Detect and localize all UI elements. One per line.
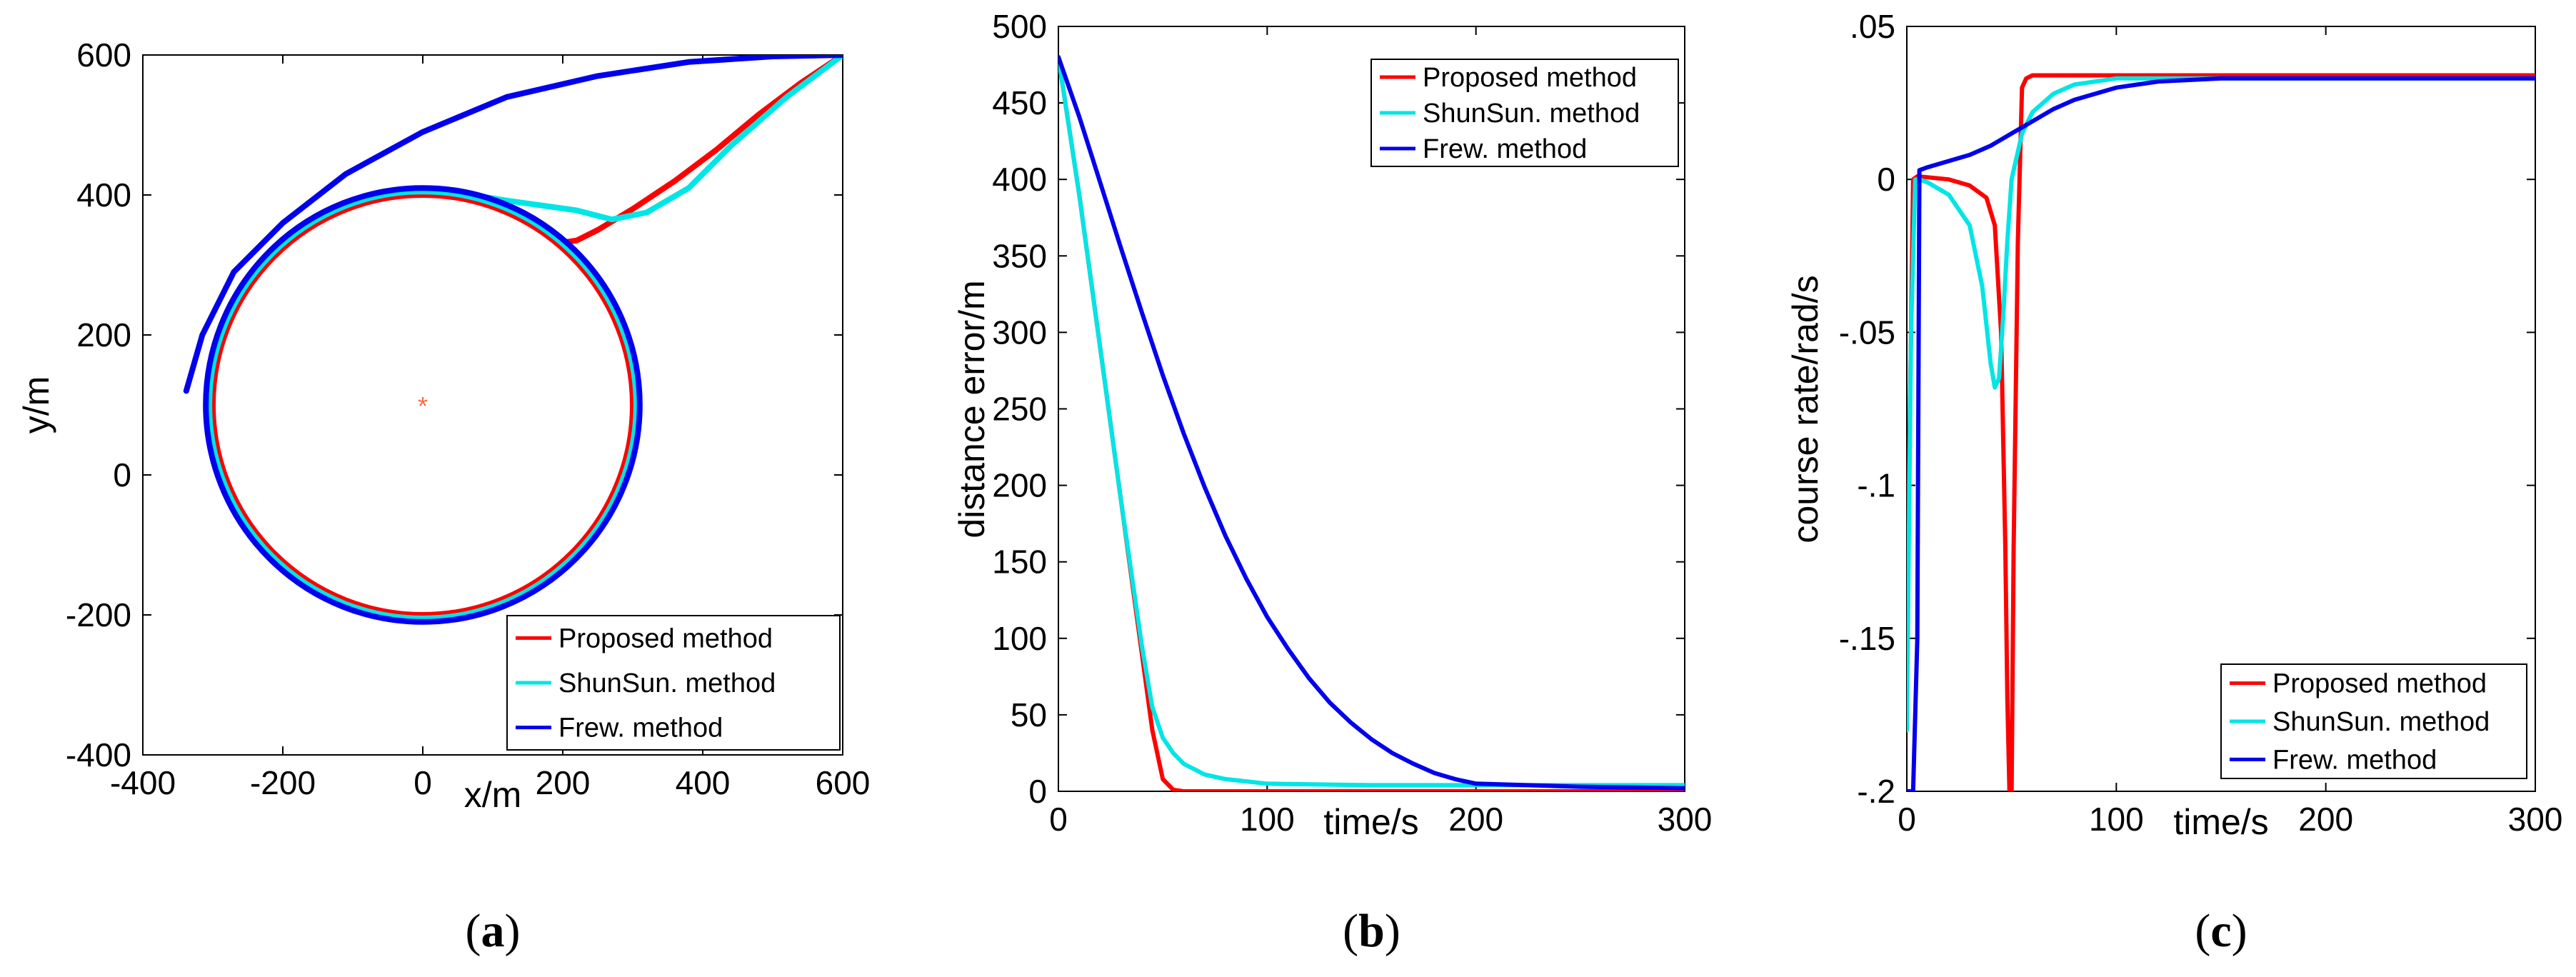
y-axis-label: distance error/m [952, 280, 992, 538]
y-tick-label: 300 [992, 314, 1047, 351]
y-tick-label: 0 [113, 456, 131, 493]
y-tick-label: 0 [1877, 161, 1895, 198]
y-axis-label: y/m [16, 376, 56, 434]
subfigure-label-part: ) [505, 905, 521, 957]
y-tick-label: 200 [76, 316, 131, 354]
subplot-b: 0 100 200 300 0 50 100 150 200 250 300 350 400 450 500… [952, 8, 1712, 957]
plot-area [1907, 73, 2535, 791]
subfigure-label-part: ( [1343, 905, 1358, 957]
x-axis-label: time/s [2173, 802, 2268, 842]
plot-area [1058, 54, 1685, 791]
y-tick-label: 200 [992, 467, 1047, 504]
series-line-3 [183, 55, 843, 394]
y-tick-label: 400 [76, 176, 131, 214]
y-tick-label: -.1 [1857, 467, 1895, 504]
subfigure-label-part: c [2210, 905, 2231, 957]
x-tick-label: 600 [816, 764, 871, 801]
legend-box [1370, 59, 1679, 167]
series-line-3 [1907, 76, 2535, 791]
series-line-1 [1058, 54, 1685, 791]
legend-entry: Proposed method [1423, 63, 1637, 93]
legend-entry: Proposed method [558, 623, 773, 653]
y-tick-label: 250 [992, 391, 1047, 428]
x-tick-label: 200 [2298, 801, 2353, 838]
center-marker: * [418, 391, 428, 421]
subfigure-label-part: a [481, 905, 505, 957]
subplot-a: -400 -200 0 200 400 600 -400 -200 0 200 400 600 x/m y… [16, 36, 870, 957]
x-tick-label: 200 [1448, 801, 1503, 838]
legend-entry: ShunSun. method [1423, 99, 1640, 129]
legend: Proposed method ShunSun. method Frew. meth… [2220, 663, 2527, 779]
x-tick-label: 0 [414, 764, 432, 801]
y-tick-label: .05 [1850, 8, 1895, 45]
y-tick-label: -400 [66, 736, 131, 773]
x-tick-label: 400 [676, 764, 731, 801]
legend: Proposed method ShunSun. method Frew. meth… [1370, 59, 1679, 167]
y-tick-label: 100 [992, 620, 1047, 657]
series-line-2 [1907, 76, 2535, 733]
x-tick-label: 300 [2508, 801, 2563, 838]
x-tick-label: 0 [1898, 801, 1916, 838]
legend: Proposed method ShunSun. method Frew. meth… [506, 615, 841, 751]
legend-box [2220, 663, 2527, 779]
subfigure-label-part: ( [2195, 905, 2210, 957]
axes-box [142, 54, 843, 756]
x-tick-label: 200 [536, 764, 591, 801]
x-tick-label: -400 [110, 764, 176, 801]
x-axis-label: x/m [464, 775, 522, 815]
subfigure-label: (b) [1343, 905, 1400, 957]
y-tick-label: 0 [1028, 773, 1047, 810]
y-tick-label: 50 [1011, 696, 1047, 733]
x-tick-label: 0 [1049, 801, 1068, 838]
legend-entry: ShunSun. method [2272, 707, 2490, 737]
y-tick-label: 500 [992, 8, 1047, 45]
x-tick-label: 100 [1240, 801, 1295, 838]
plot-area [183, 55, 843, 625]
y-tick-label: 600 [76, 36, 131, 74]
legend-entry: Frew. method [2272, 745, 2437, 775]
y-tick-label: -200 [66, 596, 131, 633]
legend-box [506, 615, 841, 751]
series-orbit-3 [203, 185, 643, 625]
y-tick-label: 400 [992, 161, 1047, 198]
legend-entry: Frew. method [1423, 134, 1587, 164]
subfigure-label: (c) [2195, 905, 2247, 957]
x-tick-label: 300 [1658, 801, 1713, 838]
x-axis-label: time/s [1323, 802, 1418, 842]
y-tick-label: 350 [992, 237, 1047, 274]
series-orbit-1 [210, 192, 636, 618]
y-tick-label: 150 [992, 543, 1047, 581]
y-tick-label: -.05 [1839, 314, 1895, 351]
legend-entry: ShunSun. method [558, 668, 776, 698]
subfigure-label-part: b [1358, 905, 1385, 957]
subfigure-label: (a) [466, 905, 521, 957]
subfigure-label-part: ( [466, 905, 481, 957]
y-tick-label: -.15 [1839, 620, 1895, 657]
y-tick-label: 450 [992, 84, 1047, 121]
x-tick-label: 100 [2089, 801, 2144, 838]
subplot-c: 0 100 200 300 -.2 -.15 -.1 -.05 0 .05 time/s course… [1785, 8, 2562, 957]
series-line-2 [1058, 54, 1685, 788]
legend-entry: Proposed method [2272, 669, 2487, 699]
axes-box [1906, 26, 2536, 792]
legend-entry: Frew. method [558, 713, 723, 743]
subfigure-label-part: ) [1385, 905, 1400, 957]
y-axis-label: course rate/rad/s [1785, 275, 1825, 543]
series-line-3 [1058, 54, 1685, 791]
subfigure-label-part: ) [2232, 905, 2247, 957]
y-tick-label: -.2 [1857, 773, 1895, 810]
x-tick-label: -200 [250, 764, 316, 801]
